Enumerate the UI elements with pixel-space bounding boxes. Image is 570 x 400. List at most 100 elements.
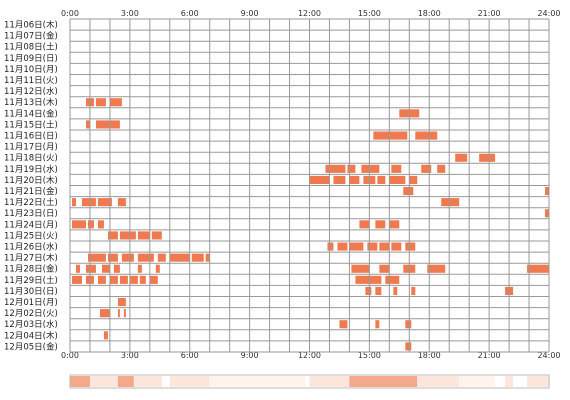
activity-bar-21-3 (137, 253, 154, 262)
activity-bar-18-0 (72, 220, 86, 229)
activity-bar-22-1 (85, 264, 96, 273)
activity-bar-22-9 (427, 264, 446, 273)
activity-bar-14-0 (309, 175, 330, 184)
row-label: 11月24日(月) (4, 220, 58, 230)
activity-bar-24-0 (365, 286, 372, 295)
activity-bar-23-3 (109, 275, 118, 284)
activity-bar-16-1 (81, 198, 96, 207)
activity-bar-23-2 (97, 275, 106, 284)
row-label: 11月23日(日) (4, 209, 58, 219)
activity-bar-21-2 (121, 253, 134, 262)
x-tick-bottom: 24:00 (537, 351, 560, 360)
activity-bar-22-10 (527, 264, 549, 273)
activity-bar-21-6 (191, 253, 204, 262)
x-tick-bottom: 9:00 (241, 351, 259, 360)
row-label: 11月18日(火) (4, 154, 58, 164)
activity-bar-20-3 (367, 242, 378, 251)
activity-bar-20-1 (337, 242, 348, 251)
row-label: 11月12日(水) (4, 86, 58, 97)
activity-bar-23-6 (139, 275, 146, 284)
row-label: 11月10日(月) (4, 65, 58, 75)
activity-bar-15-1 (545, 187, 549, 196)
row-label: 11月07日(金) (4, 31, 58, 42)
row-label: 11月27日(木) (4, 253, 58, 264)
summary-segment-10 (505, 376, 514, 387)
row-label: 11月15日(土) (4, 119, 58, 130)
row-label: 11月06日(木) (4, 20, 58, 31)
activity-bar-21-5 (169, 253, 190, 262)
activity-bar-22-2 (101, 264, 110, 273)
activity-bar-16-0 (72, 198, 76, 207)
activity-bar-10-0 (373, 131, 408, 140)
x-tick-top: 21:00 (478, 9, 501, 18)
row-label: 11月11日(火) (4, 76, 58, 86)
x-tick-top: 6:00 (181, 9, 199, 18)
activity-bar-22-3 (113, 264, 120, 273)
summary-strip-border (69, 374, 550, 389)
x-tick-bottom: 3:00 (121, 351, 139, 360)
row-label: 11月22日(土) (4, 197, 58, 208)
activity-bar-19-1 (119, 231, 136, 240)
activity-bar-22-4 (137, 264, 142, 273)
activity-bar-23-0 (72, 275, 82, 284)
x-tick-top: 24:00 (537, 9, 560, 18)
activity-bar-23-9 (385, 275, 400, 284)
activity-bar-13-1 (347, 164, 356, 173)
activity-bar-23-4 (119, 275, 128, 284)
activity-bar-17-0 (545, 209, 549, 218)
activity-bar-12-1 (479, 153, 496, 162)
activity-bar-26-0 (99, 309, 110, 318)
x-axis-bottom: 0:00 3:00 6:00 9:00 12:00 15:00 18:00 21:00 24:0… (61, 351, 561, 360)
row-label: 12月05日(金) (4, 341, 58, 352)
activity-bar-19-0 (107, 231, 118, 240)
activity-bar-24-1 (375, 286, 382, 295)
row-label: 11月20日(木) (4, 175, 58, 186)
row-label: 11月28日(金) (4, 264, 58, 275)
summary-segment-2 (117, 376, 134, 387)
row-label: 12月03日(水) (4, 319, 58, 330)
activity-bar-18-1 (87, 220, 94, 229)
activity-bar-23-5 (129, 275, 138, 284)
x-tick-top: 18:00 (418, 9, 441, 18)
activity-bar-29-0 (405, 342, 412, 351)
activity-bar-23-8 (355, 275, 382, 284)
activity-bar-7-1 (95, 98, 106, 107)
row-label: 11月09日(日) (4, 54, 58, 64)
x-tick-bottom: 21:00 (478, 351, 501, 360)
activity-bar-10-1 (415, 131, 438, 140)
x-tick-top: 3:00 (121, 9, 139, 18)
activity-bar-9-0 (85, 120, 90, 129)
activity-bar-13-4 (421, 164, 432, 173)
activity-bar-26-2 (123, 309, 126, 318)
row-label: 11月21日(金) (4, 186, 58, 197)
activity-bar-20-6 (405, 242, 416, 251)
row-label: 11月13日(木) (4, 97, 58, 108)
activity-bar-20-0 (327, 242, 334, 251)
activity-bar-13-5 (437, 164, 446, 173)
summary-strip (69, 374, 550, 389)
row-label: 12月01日(月) (4, 298, 58, 308)
summary-segment-0 (70, 376, 90, 387)
x-tick-top: 0:00 (61, 9, 79, 18)
activity-bar-16-3 (117, 198, 126, 207)
x-tick-bottom: 0:00 (61, 351, 79, 360)
activity-bar-13-0 (325, 164, 346, 173)
summary-segment-7 (349, 376, 418, 387)
activity-bar-14-2 (349, 175, 360, 184)
activity-bar-16-2 (97, 198, 112, 207)
row-label: 11月19日(水) (4, 164, 58, 175)
activity-bar-18-3 (359, 220, 370, 229)
x-tick-top: 9:00 (241, 9, 259, 18)
x-tick-top: 12:00 (298, 9, 321, 18)
row-label: 11月17日(月) (4, 143, 58, 153)
summary-segment-9 (459, 376, 496, 387)
activity-bar-21-7 (205, 253, 210, 262)
row-label: 11月16日(日) (4, 132, 58, 142)
summary-segment-6 (309, 376, 350, 387)
activity-bar-21-0 (87, 253, 106, 262)
x-axis-top: 0:00 3:00 6:00 9:00 12:00 15:00 18:00 21:00 24:0… (61, 9, 561, 18)
activity-bar-21-4 (157, 253, 166, 262)
summary-segment-8 (417, 376, 460, 387)
activity-bar-14-1 (333, 175, 346, 184)
